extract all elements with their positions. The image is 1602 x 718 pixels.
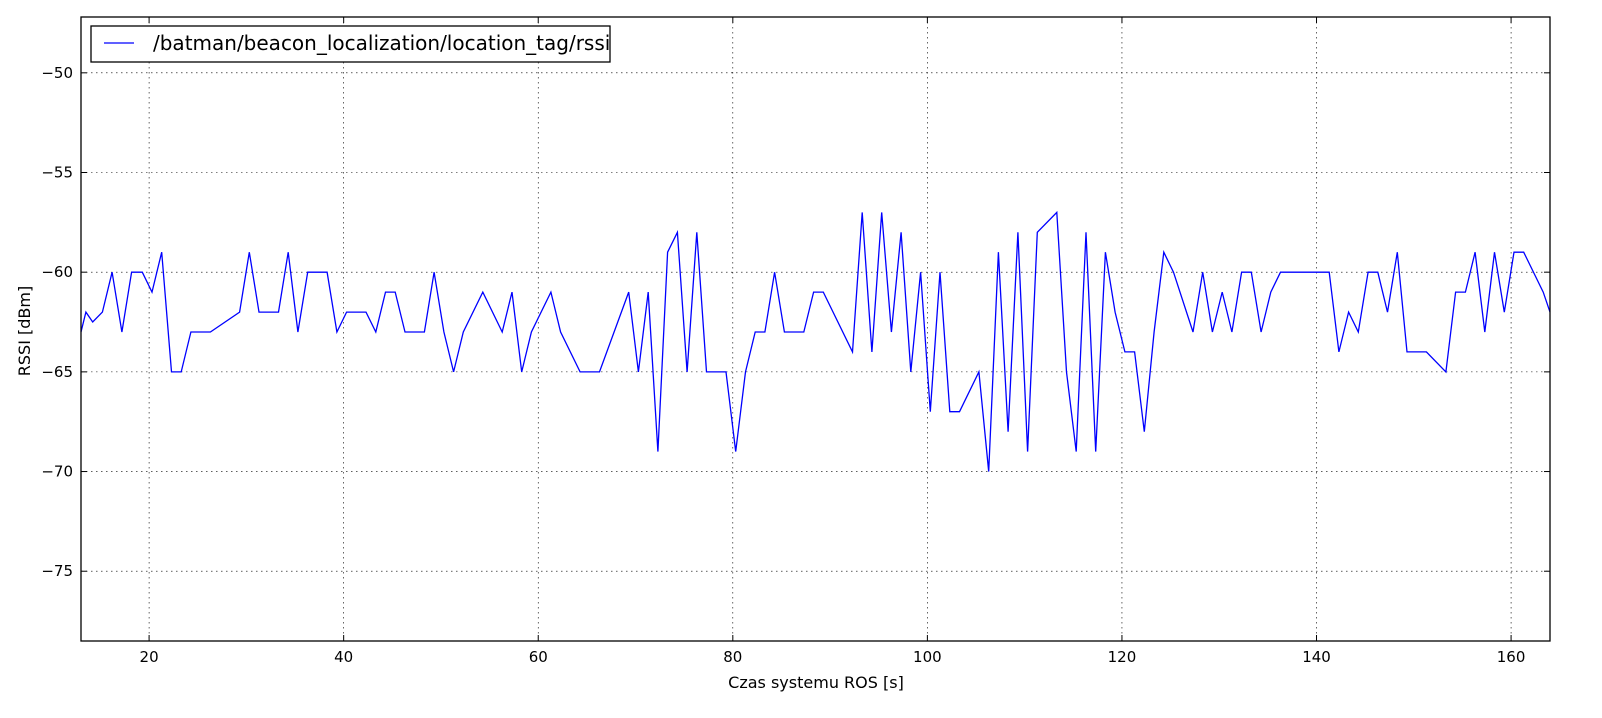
legend-box: [90, 25, 611, 63]
ticks: 20 40 60 80 100 120 140 160 −75 −70 −65 −60 −55 −50: [41, 17, 1550, 666]
x-tick-label: 80: [723, 648, 742, 666]
y-tick-label: −70: [41, 463, 73, 481]
x-tick-label: 120: [1108, 648, 1137, 666]
y-axis-title: RSSI [dBm]: [15, 286, 34, 376]
x-axis-title: Czas systemu ROS [s]: [728, 673, 904, 692]
rssi-series-line: [80, 210, 1551, 472]
x-tick-label: 160: [1497, 648, 1526, 666]
grid: [81, 17, 1550, 641]
y-tick-label: −65: [41, 363, 73, 381]
x-tick-label: 140: [1302, 648, 1331, 666]
legend-label: /batman/beacon_localization/location_tag…: [153, 31, 610, 55]
y-tick-label: −55: [41, 164, 73, 182]
plot-frame: [80, 16, 1551, 642]
legend: /batman/beacon_localization/location_tag…: [90, 25, 611, 63]
x-tick-label: 100: [913, 648, 942, 666]
x-tick-label: 60: [529, 648, 548, 666]
x-tick-label: 40: [334, 648, 353, 666]
y-tick-label: −60: [41, 263, 73, 281]
y-tick-label: −75: [41, 562, 73, 580]
x-tick-label: 20: [140, 648, 159, 666]
y-tick-label: −50: [41, 64, 73, 82]
